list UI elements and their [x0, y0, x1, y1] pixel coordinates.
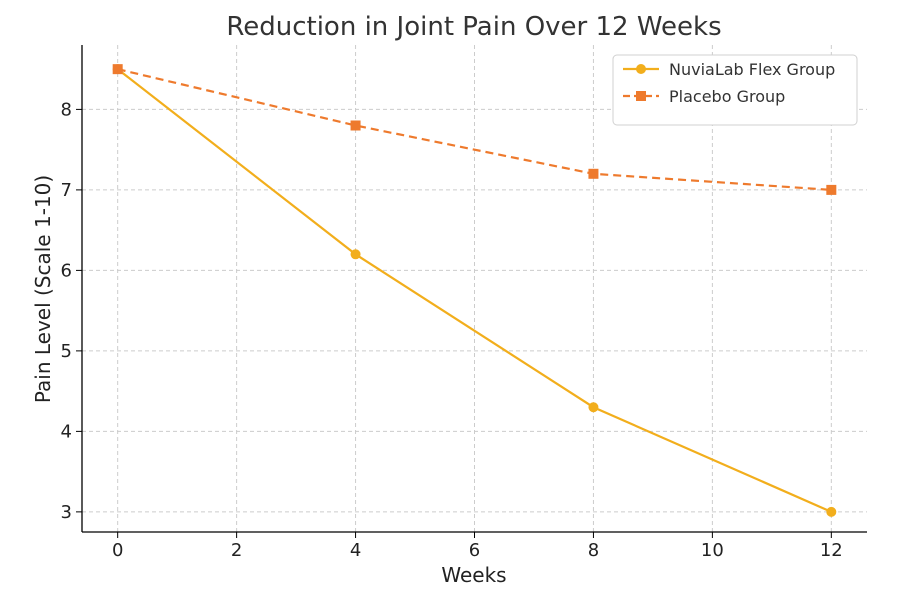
legend: NuviaLab Flex Group Placebo Group — [612, 54, 858, 126]
y-ticks: 3 4 5 6 7 8 — [61, 99, 82, 523]
x-tick-label: 4 — [350, 540, 361, 561]
y-tick-label: 8 — [61, 99, 72, 120]
series-layer — [112, 64, 837, 517]
data-point — [588, 402, 599, 413]
y-tick-label: 5 — [61, 341, 72, 362]
x-ticks: 0 2 4 6 8 10 12 — [112, 532, 843, 561]
legend-label: NuviaLab Flex Group — [669, 60, 835, 79]
legend-marker — [636, 91, 646, 101]
x-tick-label: 2 — [231, 540, 242, 561]
legend-box — [612, 54, 858, 126]
data-point — [350, 120, 361, 131]
x-tick-label: 0 — [112, 540, 123, 561]
x-tick-label: 10 — [701, 540, 724, 561]
chart-title: Reduction in Joint Pain Over 12 Weeks — [226, 12, 721, 42]
data-point — [112, 64, 123, 75]
legend-marker — [636, 64, 646, 74]
data-point — [826, 184, 837, 195]
data-point — [826, 506, 837, 517]
y-tick-label: 4 — [61, 421, 72, 442]
series-line-2 — [117, 68, 832, 191]
x-axis-label: Weeks — [441, 563, 506, 587]
data-point — [350, 249, 361, 260]
x-tick-label: 6 — [469, 540, 480, 561]
y-tick-label: 7 — [61, 180, 72, 201]
y-tick-label: 3 — [61, 502, 72, 523]
y-axis-label: Pain Level (Scale 1-10) — [31, 175, 55, 403]
legend-label: Placebo Group — [669, 87, 785, 106]
x-tick-label: 12 — [820, 540, 843, 561]
y-tick-label: 6 — [61, 260, 72, 281]
series-line-1 — [117, 68, 832, 513]
x-tick-label: 8 — [588, 540, 599, 561]
data-point — [588, 168, 599, 179]
